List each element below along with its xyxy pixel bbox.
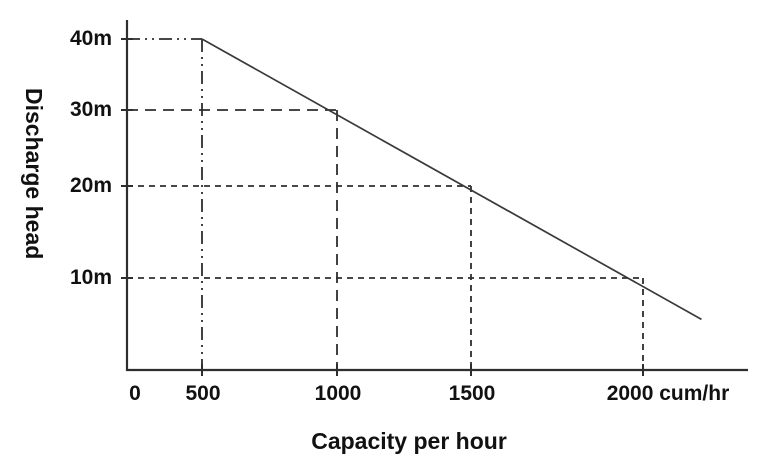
y-tick-label-30m: 30m [69, 98, 112, 121]
x-tick-label-1000: 1000 [314, 382, 362, 405]
x-tick-label-2000-cum-hr: 2000 cum/hr [606, 382, 730, 405]
x-tick-label-500: 500 [185, 382, 221, 405]
x-tick-label-1500: 1500 [448, 382, 496, 405]
x-axis-title: Capacity per hour [311, 428, 507, 454]
y-tick-label-20m: 20m [69, 174, 112, 197]
y-tick-label-10m: 10m [69, 266, 112, 289]
y-axis-title: Discharge head [21, 88, 47, 260]
y-tick-label-40m: 40m [69, 27, 112, 50]
series-line-head-capacity-curve [201, 38, 702, 321]
x-tick-label-0: 0 [129, 382, 141, 405]
